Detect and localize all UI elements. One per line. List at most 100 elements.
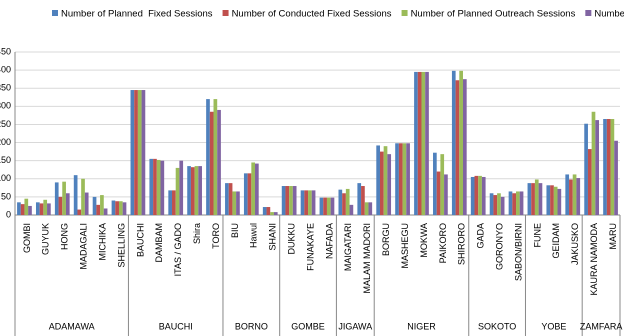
x-tick-label: GORONYO [494, 223, 504, 270]
bar [58, 196, 63, 215]
bar [402, 143, 407, 215]
x-tick-label: KAURA NAMODA [589, 223, 599, 296]
x-tick-label: MARU [608, 223, 618, 250]
legend: Number of Planned Fixed Sessions Number o… [52, 9, 624, 20]
bar [512, 193, 517, 215]
bar [459, 70, 463, 215]
bar [497, 193, 501, 215]
bar [168, 190, 173, 215]
group-label: YOBE [541, 321, 566, 331]
bar [81, 178, 85, 215]
bar [569, 179, 573, 215]
bar [111, 200, 116, 215]
bar [550, 185, 554, 215]
group-label: GOMBE [291, 321, 325, 331]
group-label: JIGAWA [338, 321, 372, 331]
x-tick-label: BORGU [381, 223, 391, 256]
bar [342, 193, 346, 215]
bar [213, 99, 218, 215]
y-tick-label: 250 [0, 119, 11, 129]
bar [470, 176, 475, 215]
x-tick-label: BIU [230, 223, 240, 238]
bar [417, 71, 422, 215]
bar [584, 123, 588, 215]
bar [141, 90, 146, 215]
y-tick-label: 450 [0, 46, 11, 56]
bar [115, 201, 119, 215]
bar [345, 188, 350, 215]
bar [292, 186, 297, 215]
bar [217, 109, 221, 215]
bar [77, 209, 82, 215]
x-tick-label: GADA [476, 223, 486, 249]
legend-label: Number of Conducted Fixed Sessions [232, 9, 392, 20]
bar [236, 191, 240, 215]
bar [130, 90, 135, 215]
bar [323, 197, 327, 215]
bar [519, 191, 524, 215]
y-tick-label: 350 [0, 83, 11, 93]
bar [527, 183, 532, 215]
group-label: NIGER [407, 321, 436, 331]
x-tick-label: Shira [192, 223, 202, 244]
bar [572, 174, 577, 215]
group-label: BORNO [235, 321, 268, 331]
bar [349, 204, 354, 215]
y-tick-label: 300 [0, 101, 11, 111]
bar [311, 190, 316, 215]
bar [546, 185, 551, 215]
bar [179, 160, 184, 215]
bar [565, 174, 570, 215]
bar [39, 203, 44, 215]
bar [338, 189, 343, 215]
bar [534, 179, 539, 215]
bar [398, 143, 403, 215]
x-tick-label: MASHEGU [400, 223, 410, 269]
bar [262, 207, 267, 215]
bar [587, 149, 592, 215]
legend-label: Number of Conducted Outreach Sessions [594, 9, 624, 20]
x-tick-label: HONG [60, 223, 70, 250]
bar [508, 191, 513, 215]
y-tick-label: 400 [0, 64, 11, 74]
bar [361, 186, 365, 215]
x-tick-label: MOKWA [419, 223, 429, 258]
bar [553, 186, 558, 215]
bar [379, 151, 384, 215]
bar [603, 119, 607, 215]
bar [73, 175, 78, 215]
bar [134, 90, 138, 215]
bar [187, 166, 191, 215]
bar [266, 207, 271, 215]
bar [43, 199, 48, 215]
bar [308, 190, 312, 215]
bar [172, 190, 176, 215]
bar [531, 183, 535, 215]
y-tick-label: 100 [0, 173, 11, 183]
bar [481, 176, 486, 215]
bar [153, 158, 157, 215]
x-tick-label: JAKUSKO [570, 223, 580, 265]
bar [500, 196, 505, 215]
x-tick-label: SHANI [268, 223, 278, 251]
bar [47, 203, 51, 215]
bar [281, 186, 286, 215]
bar [251, 162, 256, 215]
bar [414, 71, 418, 215]
bar [100, 195, 104, 215]
x-tick-label: ITAS / GADO [173, 223, 183, 276]
bar [606, 119, 611, 215]
x-tick-label: MAIGATARI [343, 223, 353, 271]
bar [198, 166, 202, 215]
bar [62, 181, 66, 215]
bar [255, 163, 259, 215]
bar [440, 154, 445, 215]
x-tick-label: SHELLING [116, 223, 126, 268]
x-tick-label: TORO [211, 223, 221, 249]
x-tick-label: GUYUK [41, 223, 51, 255]
bar [228, 183, 233, 215]
group-label: SOKOTO [478, 321, 516, 331]
bar [243, 173, 248, 215]
x-tick-label: DAMBAM [154, 223, 164, 263]
y-tick-label: 200 [0, 137, 11, 147]
